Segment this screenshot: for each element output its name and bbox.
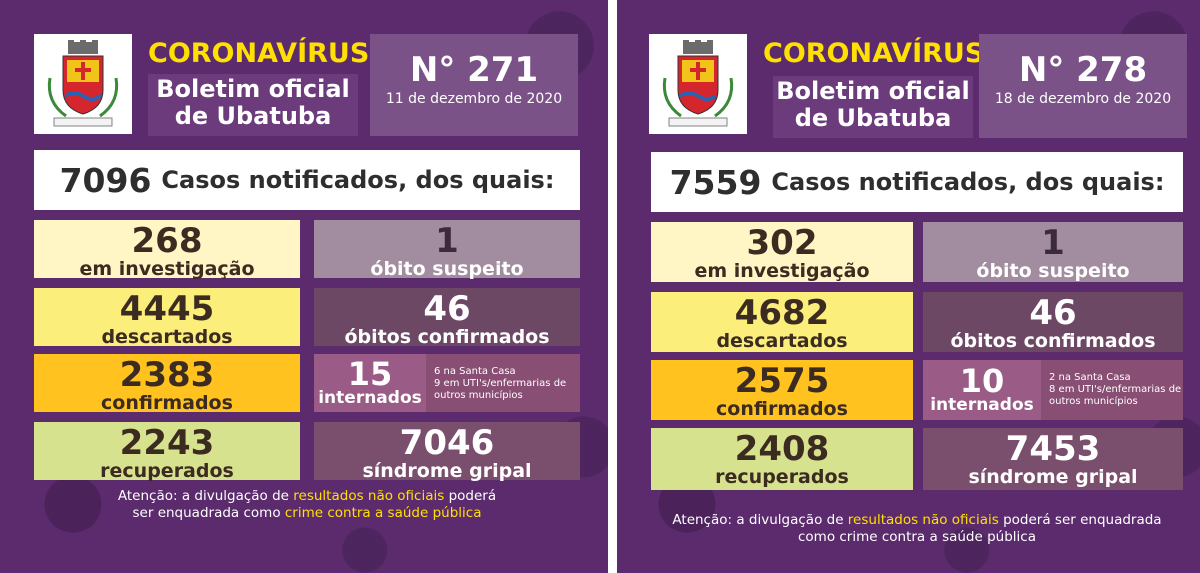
card-sindrome-gripal: 7453 síndrome gripal [923,428,1183,490]
warning-footer: Atenção: a divulgação de resultados não … [637,512,1197,552]
card-internados: 15 internados 6 na Santa Casa 9 em UTI's… [314,354,580,412]
subtitle-box: Boletim oficial de Ubatuba [148,74,358,136]
internados-main: 10 internados [923,360,1041,420]
card-value: 46 [423,289,471,329]
card-obito-suspeito: 1 óbito suspeito [923,222,1183,282]
card-obito-suspeito: 1 óbito suspeito [314,220,580,280]
card-value: 2243 [119,423,215,463]
title-coronavirus: CORONAVÍRUS [763,38,985,69]
footer-text: Atenção: a divulgação de [117,488,294,504]
card-value: 15 [347,355,393,393]
card-confirmados: 2575 confirmados [651,360,913,420]
card-value: 2408 [734,429,830,469]
card-value: 7046 [399,423,495,463]
bulletin-number-box: N° 278 18 de dezembro de 2020 [979,34,1187,138]
footer-text: Atenção: a divulgação de [672,512,848,528]
footer-text: ser enquadrada como [132,505,285,521]
card-value: 2575 [734,361,830,401]
card-recuperados: 2408 recuperados [651,428,913,490]
footer-text: poderá ser enquadrada [998,512,1162,528]
card-value: 4682 [734,293,830,333]
card-recuperados: 2243 recuperados [34,422,300,482]
internados-detail-line3: outros municípios [1049,396,1138,407]
footer-text: como crime contra a saúde pública [798,529,1036,545]
subtitle-box: Boletim oficial de Ubatuba [773,76,973,138]
card-label: síndrome gripal [968,466,1138,488]
card-label: confirmados [101,392,233,414]
ubatuba-coat-of-arms-icon [649,34,747,134]
card-confirmados: 2383 confirmados [34,354,300,414]
subtitle-line1: Boletim oficial [776,77,970,105]
card-label: internados [930,395,1034,415]
internados-main: 15 internados [314,354,426,412]
title-coronavirus: CORONAVÍRUS [148,38,370,69]
bulletin-panel-271: CORONAVÍRUS Boletim oficial de Ubatuba N… [0,0,608,573]
subtitle-line2: de Ubatuba [794,104,952,132]
bulletin-number: N° 271 [409,50,539,90]
internados-detail: 6 na Santa Casa 9 em UTI's/enfermarias d… [426,354,566,412]
notified-total: 7096 [59,160,152,200]
subtitle-line2: de Ubatuba [174,102,332,130]
card-value: 2383 [119,355,215,395]
footer-highlight: crime contra a saúde pública [284,505,482,521]
bulletin-date: 11 de dezembro de 2020 [385,91,563,107]
footer-highlight: resultados não oficiais [847,512,999,528]
card-label: óbito suspeito [976,260,1130,282]
notified-text: Casos notificados, dos quais: [771,168,1165,196]
internados-detail-line1: 2 na Santa Casa [1049,372,1131,383]
ubatuba-coat-of-arms-icon [34,34,132,134]
card-label: em investigação [694,260,870,282]
card-obitos-confirmados: 46 óbitos confirmados [923,292,1183,352]
card-value: 268 [131,221,203,261]
card-descartados: 4445 descartados [34,288,300,348]
bulletin-number: N° 278 [1018,50,1148,90]
notified-text: Casos notificados, dos quais: [161,166,555,194]
card-value: 1 [1041,223,1065,263]
footer-text: poderá [444,488,497,504]
card-obitos-confirmados: 46 óbitos confirmados [314,288,580,348]
internados-detail: 2 na Santa Casa 8 em UTI's/enfermarias d… [1041,360,1181,420]
card-label: síndrome gripal [362,460,532,482]
card-em-investigacao: 268 em investigação [34,220,300,280]
card-label: recuperados [715,466,849,488]
internados-detail-line1: 6 na Santa Casa [434,366,516,377]
subtitle-line1: Boletim oficial [156,75,350,103]
bulletin-date: 18 de dezembro de 2020 [994,91,1172,107]
internados-detail-line2: 9 em UTI's/enfermarias de [434,378,567,389]
card-value: 4445 [119,289,215,329]
card-value: 10 [959,362,1005,400]
bulletin-number-box: N° 271 11 de dezembro de 2020 [370,34,578,136]
card-em-investigacao: 302 em investigação [651,222,913,282]
internados-detail-line3: outros municípios [434,390,523,401]
card-value: 46 [1029,293,1077,333]
internados-detail-line2: 8 em UTI's/enfermarias de [1049,384,1182,395]
card-value: 1 [435,221,459,261]
footer-highlight: resultados não oficiais [293,488,445,504]
card-label: óbitos confirmados [344,326,550,348]
notified-cases-banner: 7096 Casos notificados, dos quais: [34,150,580,210]
card-label: óbito suspeito [370,258,524,280]
card-label: confirmados [716,398,848,420]
card-label: internados [318,388,422,408]
notified-cases-banner: 7559 Casos notificados, dos quais: [651,152,1183,212]
card-sindrome-gripal: 7046 síndrome gripal [314,422,580,482]
card-label: em investigação [79,258,255,280]
card-label: descartados [716,330,848,352]
bulletin-panel-278: CORONAVÍRUS Boletim oficial de Ubatuba N… [617,0,1200,573]
warning-footer: Atenção: a divulgação de resultados não … [34,488,580,528]
card-value: 302 [746,223,818,263]
card-descartados: 4682 descartados [651,292,913,352]
card-label: recuperados [100,460,234,482]
card-internados: 10 internados 2 na Santa Casa 8 em UTI's… [923,360,1183,420]
card-label: descartados [101,326,233,348]
card-label: óbitos confirmados [950,330,1156,352]
card-value: 7453 [1005,429,1101,469]
notified-total: 7559 [669,162,762,202]
